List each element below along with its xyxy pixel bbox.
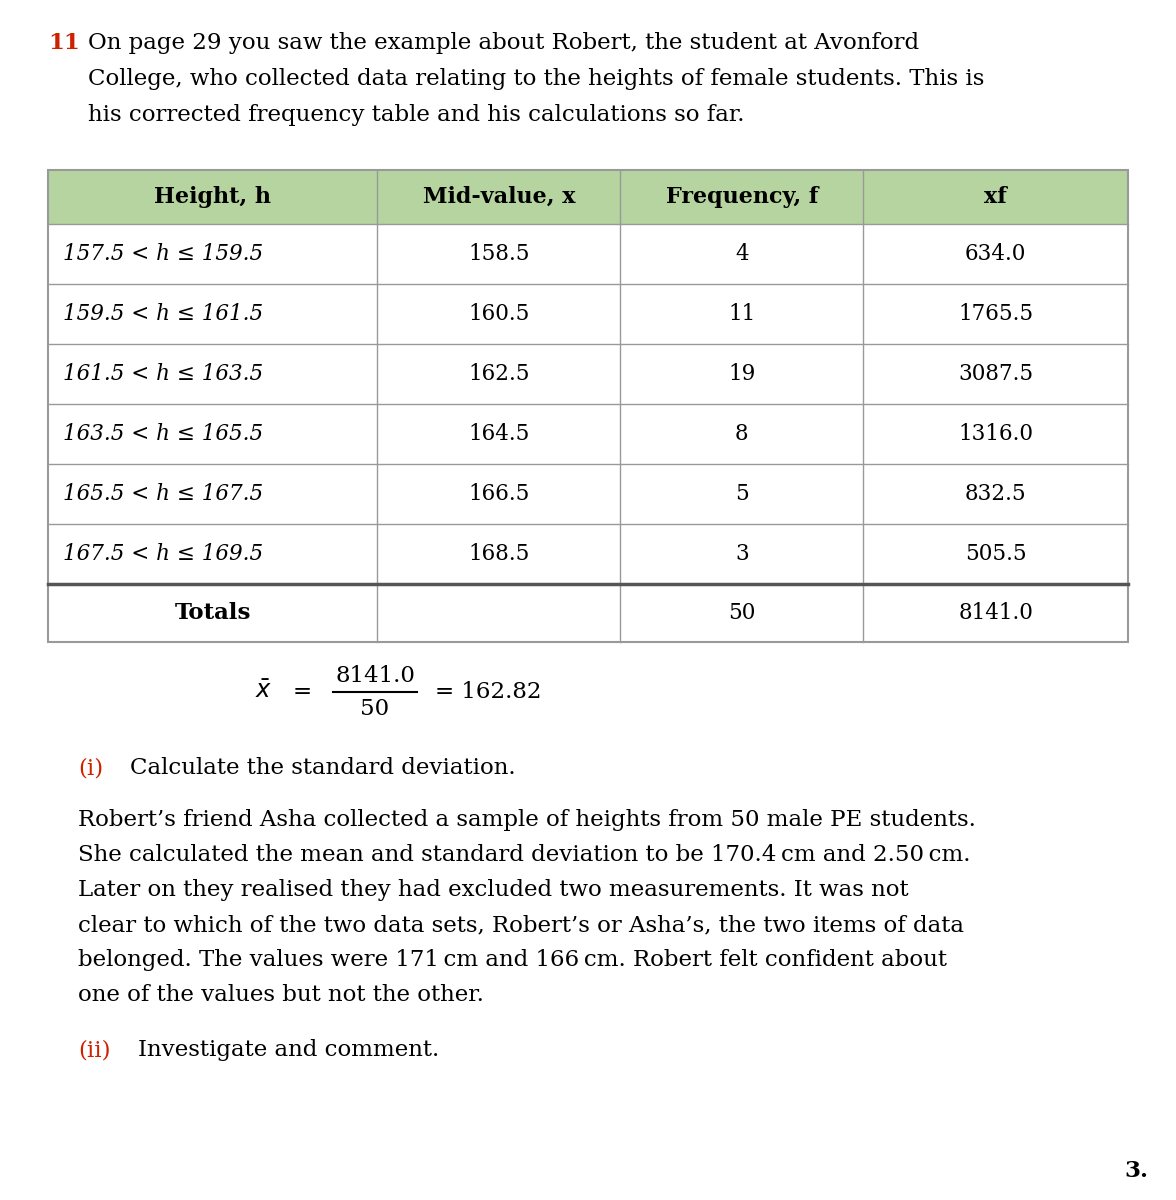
- Text: Later on they realised they had excluded two measurements. It was not: Later on they realised they had excluded…: [78, 878, 909, 901]
- Text: 3.: 3.: [1124, 1160, 1148, 1182]
- Text: Robert’s friend Asha collected a sample of heights from 50 male PE students.: Robert’s friend Asha collected a sample …: [78, 809, 976, 830]
- Text: xf: xf: [984, 186, 1007, 208]
- Text: Height, h: Height, h: [154, 186, 272, 208]
- Text: 163.5 < h ≤ 165.5: 163.5 < h ≤ 165.5: [64, 422, 263, 445]
- Text: 165.5 < h ≤ 167.5: 165.5 < h ≤ 167.5: [64, 482, 263, 505]
- Text: She calculated the mean and standard deviation to be 170.4 cm and 2.50 cm.: She calculated the mean and standard dev…: [78, 844, 970, 866]
- Text: = 162.82: = 162.82: [435, 680, 541, 703]
- Text: belonged. The values were 171 cm and 166 cm. Robert felt confident about: belonged. The values were 171 cm and 166…: [78, 949, 947, 971]
- Text: 162.5: 162.5: [468, 362, 529, 385]
- Text: 1316.0: 1316.0: [958, 422, 1034, 445]
- Text: Totals: Totals: [174, 602, 250, 624]
- Text: 8141.0: 8141.0: [958, 602, 1034, 624]
- Text: 50: 50: [728, 602, 756, 624]
- Text: Calculate the standard deviation.: Calculate the standard deviation.: [131, 757, 515, 779]
- Text: 166.5: 166.5: [468, 482, 529, 505]
- Text: College, who collected data relating to the heights of female students. This is: College, who collected data relating to …: [88, 68, 984, 90]
- Text: 159.5 < h ≤ 161.5: 159.5 < h ≤ 161.5: [64, 302, 263, 325]
- Text: 160.5: 160.5: [468, 302, 529, 325]
- Text: 158.5: 158.5: [468, 242, 529, 265]
- Text: 8: 8: [735, 422, 749, 445]
- Text: 634.0: 634.0: [965, 242, 1027, 265]
- Text: Investigate and comment.: Investigate and comment.: [138, 1039, 440, 1061]
- Text: $\bar{x}$: $\bar{x}$: [255, 680, 272, 703]
- Text: 164.5: 164.5: [468, 422, 529, 445]
- Text: 161.5 < h ≤ 163.5: 161.5 < h ≤ 163.5: [64, 362, 263, 385]
- Text: 168.5: 168.5: [468, 542, 529, 565]
- Bar: [48, 170, 1128, 642]
- Text: 1765.5: 1765.5: [958, 302, 1034, 325]
- Text: his corrected frequency table and his calculations so far.: his corrected frequency table and his ca…: [88, 104, 744, 126]
- Text: (i): (i): [78, 757, 103, 779]
- Bar: [48, 170, 1128, 224]
- Text: 50: 50: [360, 698, 389, 720]
- Text: 11: 11: [48, 32, 80, 54]
- Text: 19: 19: [728, 362, 756, 385]
- Text: 5: 5: [735, 482, 749, 505]
- Text: Frequency, f: Frequency, f: [666, 186, 818, 208]
- Text: one of the values but not the other.: one of the values but not the other.: [78, 984, 483, 1006]
- Text: =: =: [293, 680, 312, 703]
- Text: (ii): (ii): [78, 1039, 111, 1061]
- Text: 8141.0: 8141.0: [335, 665, 415, 686]
- Text: 11: 11: [728, 302, 755, 325]
- Text: Mid-value, x: Mid-value, x: [422, 186, 575, 208]
- Text: 505.5: 505.5: [964, 542, 1027, 565]
- Text: clear to which of the two data sets, Robert’s or Asha’s, the two items of data: clear to which of the two data sets, Rob…: [78, 914, 964, 936]
- Text: 157.5 < h ≤ 159.5: 157.5 < h ≤ 159.5: [64, 242, 263, 265]
- Text: 4: 4: [735, 242, 749, 265]
- Text: On page 29 you saw the example about Robert, the student at Avonford: On page 29 you saw the example about Rob…: [88, 32, 920, 54]
- Text: 3087.5: 3087.5: [958, 362, 1034, 385]
- Text: 832.5: 832.5: [964, 482, 1027, 505]
- Text: 167.5 < h ≤ 169.5: 167.5 < h ≤ 169.5: [64, 542, 263, 565]
- Text: 3: 3: [735, 542, 749, 565]
